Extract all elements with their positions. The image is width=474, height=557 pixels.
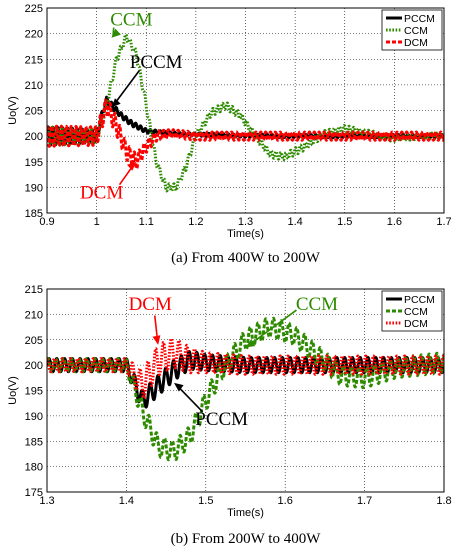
x-tick-label: 1.7 (357, 495, 372, 507)
y-axis-label: Uo(V) (7, 96, 19, 125)
x-tick-label: 1.8 (436, 495, 451, 507)
y-tick-label: 195 (25, 157, 43, 169)
annotations: CCM PCCM DCM (80, 9, 183, 203)
y-tick-label: 210 (25, 80, 43, 92)
annotation-arrowhead (152, 335, 161, 345)
series-layer (47, 316, 444, 462)
legend-label-pccm: PCCM (404, 13, 435, 25)
annotation-arrowhead (245, 339, 256, 348)
annotation-dcm: DCM (80, 183, 123, 204)
x-tick-label: 1.5 (198, 495, 213, 507)
x-tick-label: 1.4 (119, 495, 134, 507)
annotation-ccm: CCM (296, 294, 338, 315)
y-tick-label: 195 (25, 386, 43, 398)
x-tick-label: 1.6 (278, 495, 293, 507)
plot-frame (46, 288, 445, 493)
annotation-arrowhead (174, 382, 184, 392)
y-tick-label: 215 (25, 54, 43, 66)
x-tick-label: 1.1 (139, 216, 154, 228)
legend-label-ccm: CCM (404, 25, 428, 37)
annotation-arrowhead (111, 28, 121, 38)
annotation-pccm: PCCM (130, 52, 183, 73)
x-tick-label: 1 (94, 216, 100, 228)
legend-label-dcm: DCM (404, 37, 428, 49)
x-axis-label: Time(s) (227, 507, 264, 519)
y-tick-label: 215 (25, 284, 43, 296)
y-tick-label: 210 (25, 309, 43, 321)
x-tick-label: 1.6 (387, 216, 402, 228)
x-tick-label: 1.2 (188, 216, 203, 228)
x-tick-label: 1.4 (287, 216, 302, 228)
annotation-arrowhead (126, 161, 137, 171)
legend-label-dcm: DCM (404, 318, 428, 330)
y-tick-label: 185 (25, 208, 43, 220)
plot-frame (46, 7, 445, 214)
y-tick-label: 205 (25, 106, 43, 118)
annotation-dcm: DCM (129, 294, 172, 315)
y-tick-label: 175 (25, 487, 43, 499)
y-tick-label: 205 (25, 335, 43, 347)
tick-labels: 0.9 1 1.1 1.2 1.3 1.4 1.5 1.6 1.7 185 190 195 200 205… (25, 3, 452, 228)
y-tick-label: 225 (25, 3, 43, 15)
y-tick-label: 180 (25, 462, 43, 474)
series-line-pccm (47, 349, 444, 409)
x-tick-label: 1.7 (436, 216, 451, 228)
y-tick-label: 200 (25, 131, 43, 143)
series-line-dcm (47, 98, 444, 171)
annotation-arrow-line (112, 70, 140, 107)
y-tick-label: 185 (25, 436, 43, 448)
tick-labels: 1.3 1.4 1.5 1.6 1.7 1.8 175 180 185 190 195 200 205 2… (25, 284, 452, 507)
x-tick-label: 0.9 (39, 216, 54, 228)
annotation-arrow-line (246, 309, 297, 347)
annotations: DCM CCM PCCM (129, 294, 339, 430)
y-tick-label: 190 (25, 411, 43, 423)
y-tick-label: 220 (25, 29, 43, 41)
x-tick-label: 1.3 (39, 495, 54, 507)
series-layer (47, 33, 444, 193)
x-tick-label: 1.5 (337, 216, 352, 228)
x-axis-label: Time(s) (227, 228, 264, 240)
y-tick-label: 200 (25, 360, 43, 372)
legend-label-ccm: CCM (404, 306, 428, 318)
x-tick-label: 1.3 (238, 216, 253, 228)
series-line-dcm (47, 337, 444, 400)
annotation-pccm: PCCM (195, 409, 248, 430)
series-line-ccm (47, 316, 444, 462)
chart-panel-b: 1.3 1.4 1.5 1.6 1.7 1.8 175 180 185 190 195 200 205 2… (7, 284, 452, 547)
y-axis-label: Uo(V) (7, 376, 19, 405)
annotation-arrowhead (111, 98, 121, 108)
y-tick-label: 190 (25, 182, 43, 194)
caption: (b) From 200W to 400W (171, 531, 322, 547)
caption: (a) From 400W to 200W (171, 250, 321, 266)
annotation-ccm: CCM (110, 9, 152, 30)
chart-panel-a: 0.9 1 1.1 1.2 1.3 1.4 1.5 1.6 1.7 185 190 195 200 205… (7, 3, 452, 266)
legend-label-pccm: PCCM (404, 294, 435, 306)
